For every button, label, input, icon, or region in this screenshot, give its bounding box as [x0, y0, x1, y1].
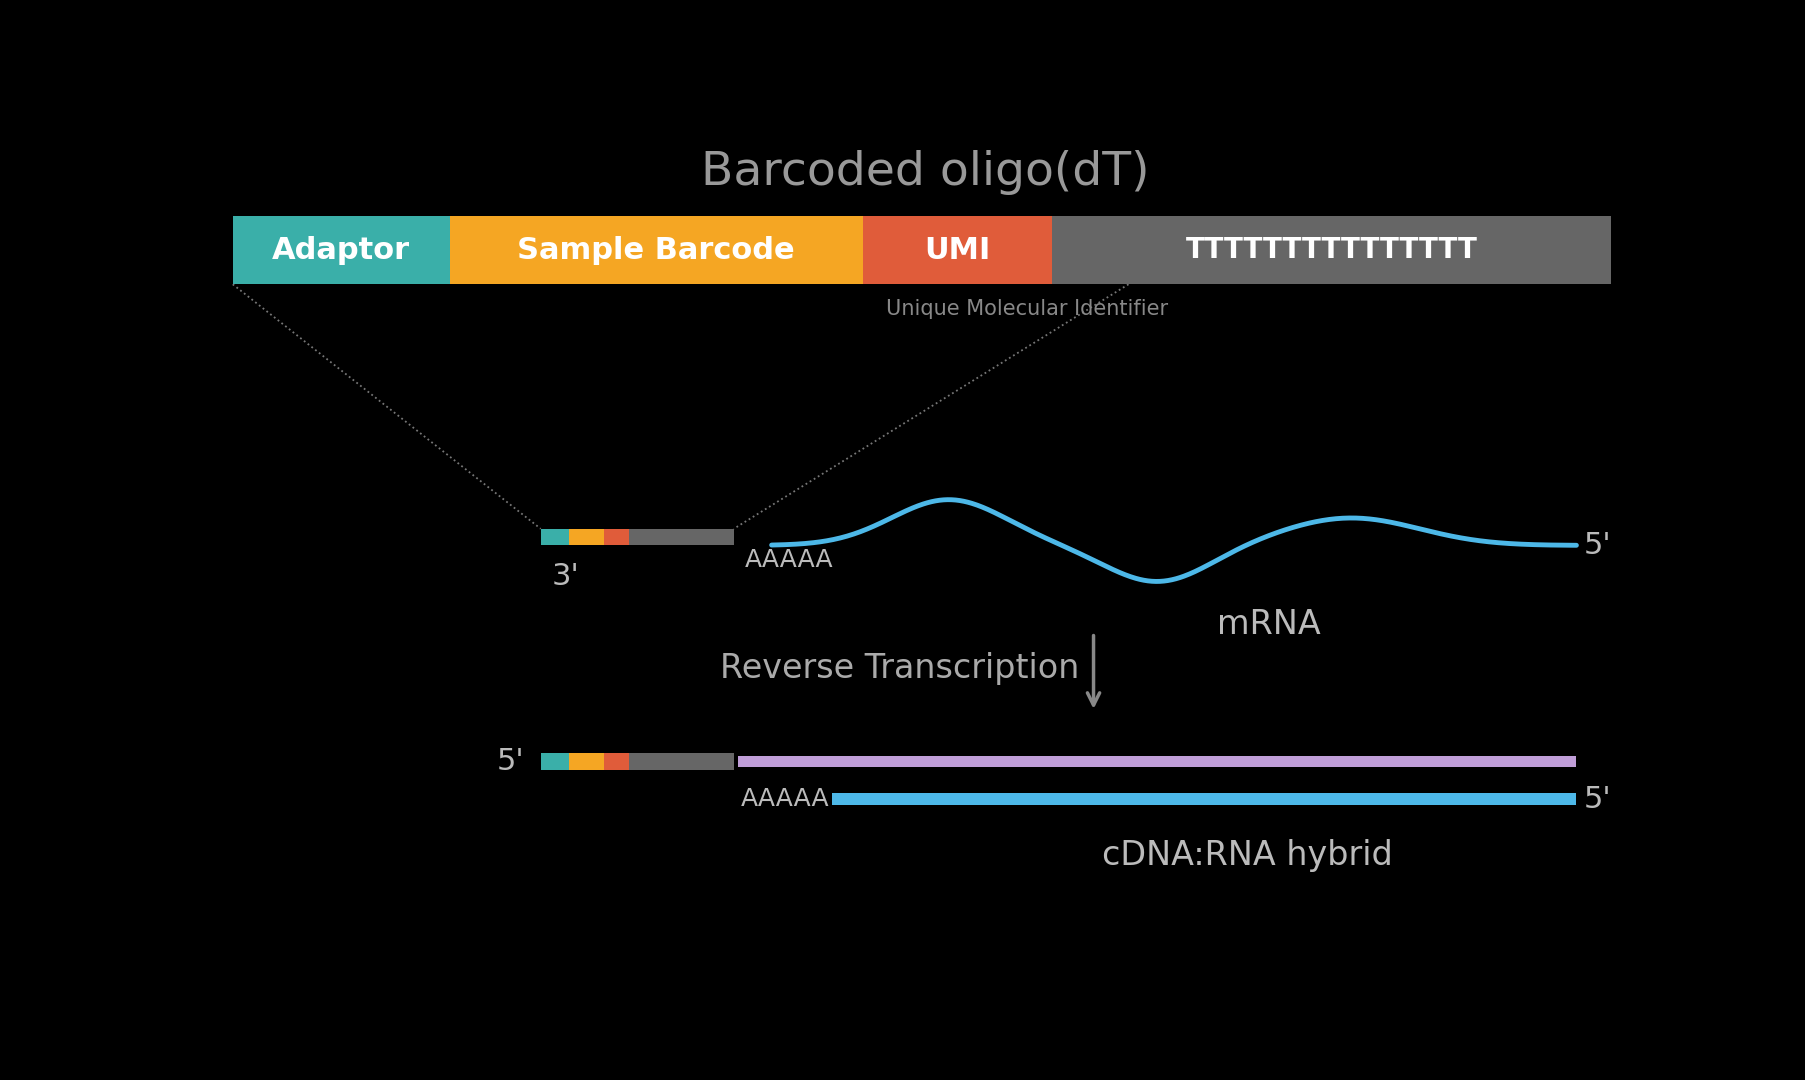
Bar	[1051, 216, 1610, 284]
Bar	[540, 529, 569, 545]
Bar	[540, 754, 569, 770]
Text: 3': 3'	[552, 562, 579, 591]
Text: Adaptor: Adaptor	[273, 235, 410, 265]
Bar	[832, 793, 1576, 805]
Text: Sample Barcode: Sample Barcode	[516, 235, 794, 265]
Text: AAAAA: AAAAA	[740, 787, 828, 811]
Text: Barcoded oligo(dT): Barcoded oligo(dT)	[700, 150, 1150, 195]
Bar	[603, 754, 628, 770]
Bar	[628, 529, 733, 545]
Bar	[603, 529, 628, 545]
Bar	[628, 754, 733, 770]
Bar	[738, 756, 1576, 768]
Text: mRNA: mRNA	[1217, 608, 1319, 640]
Text: 5': 5'	[1583, 784, 1610, 813]
Text: TTTTTTTTTTTTTTT: TTTTTTTTTTTTTTT	[1184, 237, 1476, 265]
Text: UMI: UMI	[924, 235, 989, 265]
Text: Unique Molecular Identifier: Unique Molecular Identifier	[886, 299, 1168, 320]
Bar	[449, 216, 863, 284]
Bar	[569, 754, 603, 770]
Bar	[233, 216, 449, 284]
Text: 5': 5'	[496, 747, 523, 777]
Bar	[863, 216, 1051, 284]
Text: Reverse Transcription: Reverse Transcription	[720, 651, 1079, 685]
Text: AAAAA: AAAAA	[745, 549, 834, 572]
Text: cDNA:RNA hybrid: cDNA:RNA hybrid	[1101, 839, 1392, 872]
Bar	[569, 529, 603, 545]
Text: 5': 5'	[1583, 531, 1610, 559]
